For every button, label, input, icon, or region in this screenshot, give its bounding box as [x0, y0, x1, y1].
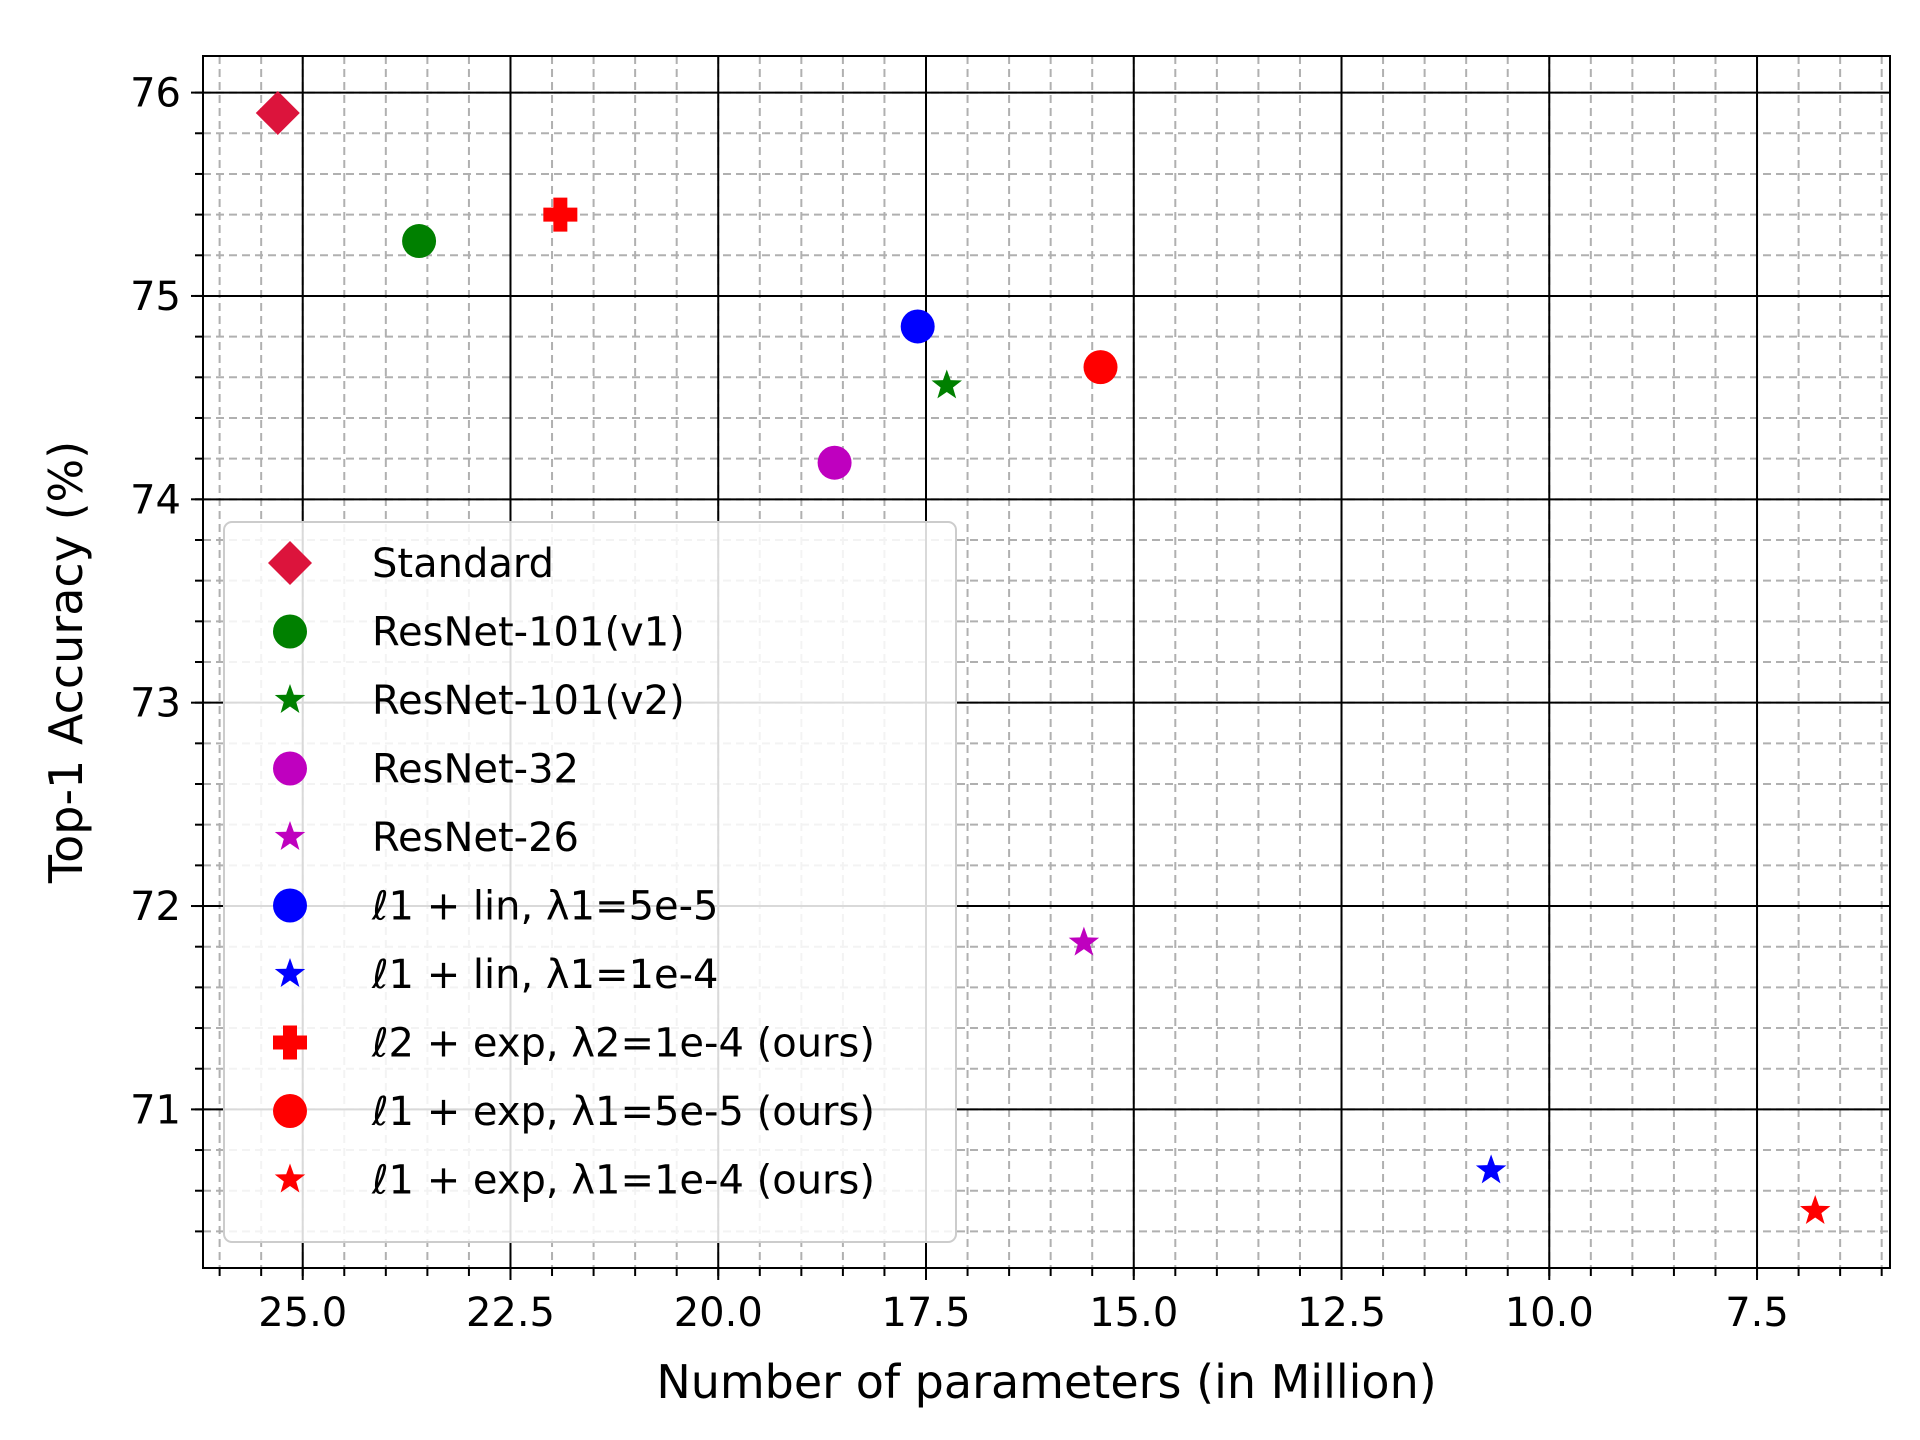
data-points — [255, 90, 1831, 1224]
y-tick-label: 72 — [130, 884, 181, 930]
plot-frame — [202, 55, 1891, 1269]
legend-entry-label: Standard — [372, 541, 554, 587]
legend-box — [223, 521, 957, 1243]
legend-marker — [273, 888, 307, 923]
y-tick-label: 73 — [130, 681, 181, 727]
y-tick-label: 74 — [130, 477, 181, 523]
legend-entry-label: ℓ1 + exp, λ1=1e-4 (ours) — [371, 1158, 875, 1204]
data-point — [255, 90, 300, 135]
legend-entry-label: ℓ1 + exp, λ1=5e-5 (ours) — [371, 1089, 875, 1135]
data-point — [900, 309, 935, 344]
x-tick-label: 22.5 — [466, 1290, 555, 1336]
x-tick-label: 12.5 — [1297, 1290, 1386, 1336]
legend: Standard ResNet-101(v1) ResNet-101(v2) ResN… — [223, 521, 957, 1243]
x-tick-label: 10.0 — [1505, 1290, 1594, 1336]
data-point — [1475, 1154, 1507, 1184]
x-tick-label: 17.5 — [881, 1290, 970, 1336]
legend-marker — [274, 1163, 306, 1193]
legend-marker — [268, 541, 312, 585]
data-point — [1083, 350, 1118, 385]
legend-entry-label: ResNet-101(v2) — [372, 678, 685, 724]
x-axis-label: Number of parameters (in Million) — [656, 1355, 1436, 1409]
legend-marker — [273, 751, 307, 786]
y-tick-labels: 71 72 73 74 75 76 — [130, 71, 181, 1134]
x-tick-labels: 25.0 22.5 20.0 17.5 15.0 12.5 10.0 7.5 — [258, 1290, 1789, 1336]
y-tick-label: 75 — [130, 274, 181, 320]
y-tick-label: 76 — [130, 71, 181, 117]
y-tick-label: 71 — [130, 1087, 181, 1133]
data-point — [402, 224, 437, 259]
data-point — [1068, 926, 1100, 956]
legend-entry-label: ℓ1 + lin, λ1=1e-4 — [371, 952, 719, 998]
data-point — [817, 445, 852, 480]
data-point — [1799, 1195, 1831, 1224]
x-tick-label: 7.5 — [1725, 1290, 1789, 1336]
legend-marker — [274, 821, 306, 850]
x-tick-label: 25.0 — [258, 1290, 347, 1336]
legend-entry-label: ResNet-101(v1) — [372, 610, 685, 656]
legend-entry-label: ℓ1 + lin, λ1=5e-5 — [371, 884, 719, 930]
x-tick-label: 15.0 — [1089, 1290, 1178, 1336]
legend-marker — [274, 684, 306, 713]
legend-entry-label: ℓ2 + exp, λ2=1e-4 (ours) — [371, 1021, 875, 1067]
x-tick-label: 20.0 — [674, 1290, 763, 1336]
legend-entry-label: ResNet-26 — [372, 815, 579, 861]
y-axis-label: Top-1 Accuracy (%) — [39, 441, 93, 884]
legend-entry-label: ResNet-32 — [372, 747, 579, 793]
legend-marker — [273, 1025, 307, 1060]
data-point — [931, 369, 962, 399]
legend-marker — [273, 614, 307, 649]
legend-marker — [273, 1094, 307, 1128]
axis-ticks — [191, 91, 1883, 1280]
legend-marker — [274, 958, 306, 987]
data-point — [543, 197, 578, 232]
